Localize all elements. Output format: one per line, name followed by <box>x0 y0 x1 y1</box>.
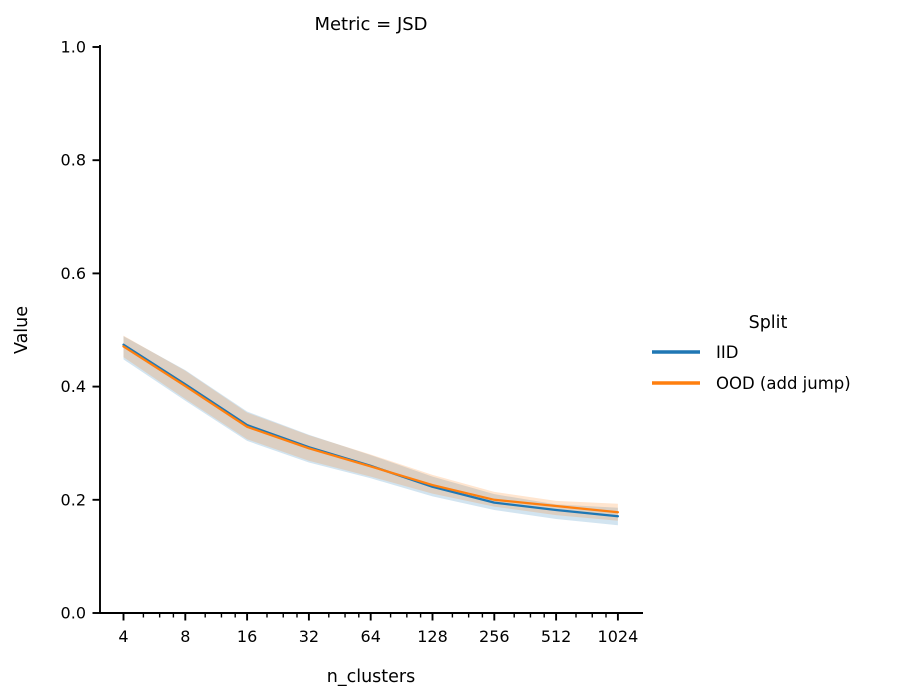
y-tick-label: 0.0 <box>61 604 86 623</box>
chart-title: Metric = JSD <box>314 14 427 35</box>
y-tick-label: 0.8 <box>61 151 86 170</box>
y-tick-label: 0.4 <box>61 377 86 396</box>
confidence-bands <box>123 335 618 526</box>
x-tick-label: 8 <box>180 627 190 646</box>
y-axis-ticks: 0.0 0.2 0.4 0.6 0.8 1.0 <box>61 38 100 623</box>
x-tick-label: 4 <box>118 627 128 646</box>
x-tick-label: 16 <box>237 627 257 646</box>
x-tick-label: 64 <box>361 627 381 646</box>
series-line <box>122 343 620 518</box>
confidence-band <box>123 335 618 521</box>
x-tick-label: 32 <box>299 627 319 646</box>
y-tick-label: 0.6 <box>61 264 86 283</box>
x-tick-label: 128 <box>417 627 448 646</box>
x-axis-ticks: 4 8 16 32 64 128 256 512 1024 <box>118 613 638 646</box>
series-line <box>122 345 620 514</box>
x-tick-label: 1024 <box>598 627 639 646</box>
legend-item-iid: IID <box>652 343 738 362</box>
legend-title: Split <box>749 313 788 333</box>
x-tick-label: 256 <box>479 627 510 646</box>
legend-item-ood: OOD (add jump) <box>652 374 851 393</box>
confidence-band <box>123 336 618 526</box>
legend-item-label: OOD (add jump) <box>716 374 851 393</box>
y-tick-label: 1.0 <box>61 38 86 57</box>
legend-item-label: IID <box>716 343 738 362</box>
x-tick-label: 512 <box>541 627 572 646</box>
y-axis-label: Value <box>12 306 32 354</box>
x-axis-label: n_clusters <box>327 667 415 687</box>
legend: Split IID OOD (add jump) <box>652 313 851 393</box>
series-lines <box>122 343 620 518</box>
y-tick-label: 0.2 <box>61 490 86 509</box>
